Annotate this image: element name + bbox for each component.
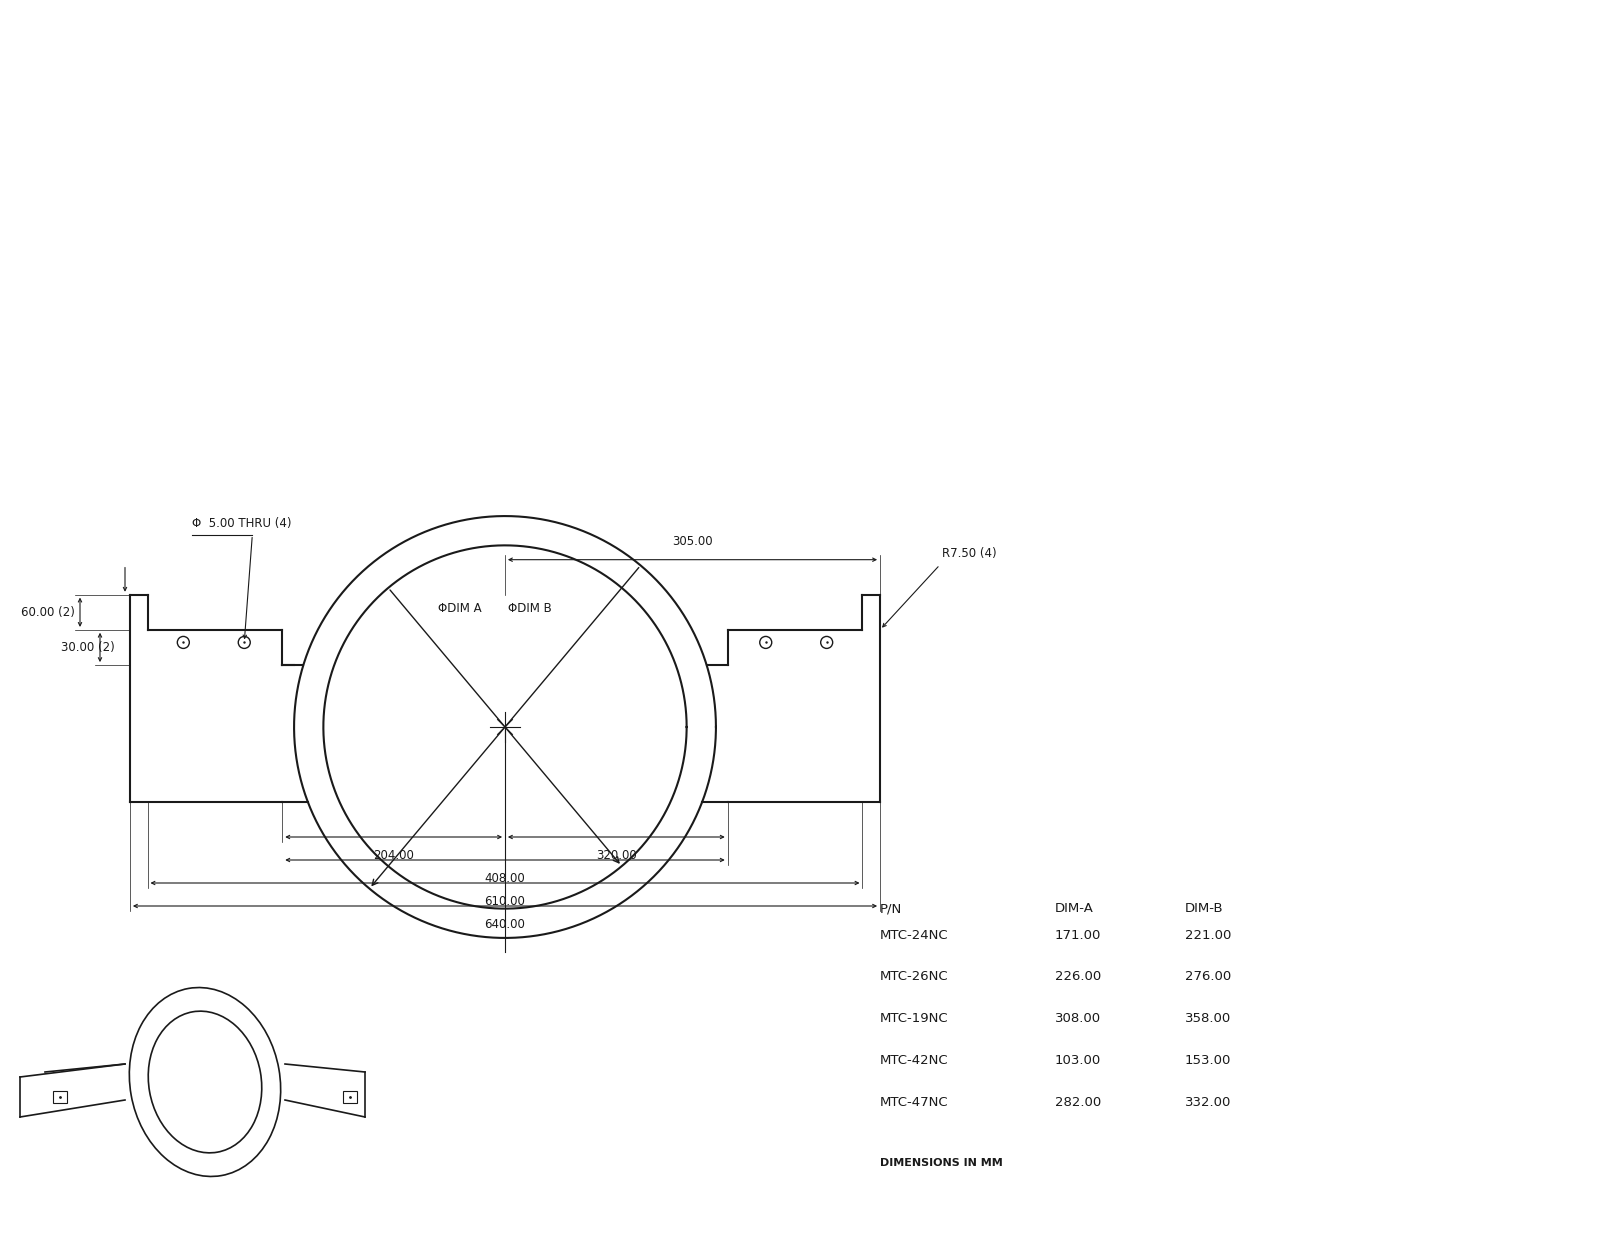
Text: 282.00: 282.00 [1054,1096,1101,1108]
Text: Φ  5.00 THRU (4): Φ 5.00 THRU (4) [192,517,291,529]
Text: 153.00: 153.00 [1186,1054,1232,1068]
Text: P/N: P/N [880,902,902,915]
Text: 30.00 (2): 30.00 (2) [61,641,115,654]
Text: 221.00: 221.00 [1186,929,1232,941]
Text: 171.00: 171.00 [1054,929,1101,941]
Text: 204.00: 204.00 [373,849,414,862]
Text: 610.00: 610.00 [485,896,525,908]
Text: 305.00: 305.00 [672,534,714,548]
Text: 408.00: 408.00 [485,872,525,884]
Text: 103.00: 103.00 [1054,1054,1101,1068]
Text: 332.00: 332.00 [1186,1096,1232,1108]
Text: R7.50 (4): R7.50 (4) [942,547,997,559]
Text: DIMENSIONS IN MM: DIMENSIONS IN MM [880,1158,1003,1168]
Text: 60.00 (2): 60.00 (2) [21,606,75,618]
Text: MTC-26NC: MTC-26NC [880,970,949,983]
Text: 320.00: 320.00 [595,849,637,862]
Text: DIM-B: DIM-B [1186,902,1224,915]
Text: DIM-A: DIM-A [1054,902,1094,915]
Text: 308.00: 308.00 [1054,1012,1101,1025]
Text: ΦDIM A: ΦDIM A [438,602,482,616]
Text: MTC-42NC: MTC-42NC [880,1054,949,1068]
Text: MTC-47NC: MTC-47NC [880,1096,949,1108]
Text: 276.00: 276.00 [1186,970,1232,983]
Text: 358.00: 358.00 [1186,1012,1232,1025]
Text: 640.00: 640.00 [485,918,525,931]
Text: ΦDIM B: ΦDIM B [509,602,552,616]
Text: MTC-19NC: MTC-19NC [880,1012,949,1025]
Text: 226.00: 226.00 [1054,970,1101,983]
Text: MTC-24NC: MTC-24NC [880,929,949,941]
